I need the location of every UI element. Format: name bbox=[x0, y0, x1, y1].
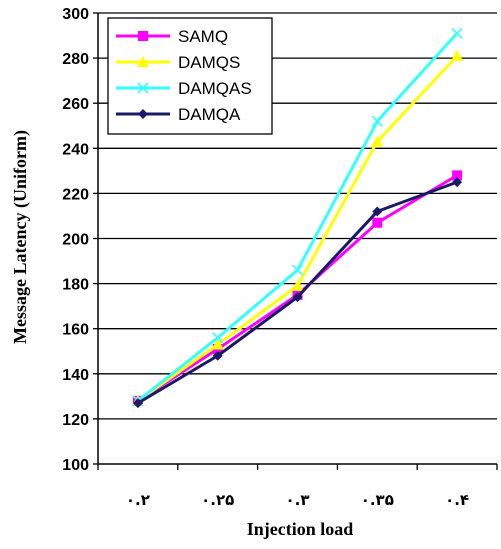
legend-item-damqa: DAMQA bbox=[116, 105, 241, 124]
point-damqs-3 bbox=[371, 135, 384, 147]
point-damqas-2-stroke-2 bbox=[291, 264, 304, 276]
legend-marker-damqa bbox=[138, 109, 148, 119]
series-damqas bbox=[132, 27, 463, 407]
y-tick-labels: 100 120 140 160 180 200 220 240 260 280 300 bbox=[62, 6, 89, 474]
point-damqa-3 bbox=[372, 206, 383, 217]
ytick-label-220: 220 bbox=[62, 186, 89, 203]
point-damqs-1 bbox=[211, 338, 224, 350]
legend-item-damqas: DAMQAS bbox=[116, 79, 252, 98]
ytick-label-180: 180 bbox=[62, 277, 89, 294]
point-samq-3 bbox=[372, 217, 383, 228]
ytick-label-160: 160 bbox=[62, 322, 89, 339]
point-samq-4 bbox=[452, 170, 463, 181]
xtick-label-2: ۰.۳ bbox=[285, 491, 309, 509]
point-damqa-4 bbox=[452, 177, 463, 188]
legend-marker-samq bbox=[138, 31, 148, 41]
ytick-label-120: 120 bbox=[62, 412, 89, 429]
legend: SAMQ DAMQS DAMQAS DAMQA bbox=[107, 17, 273, 135]
legend-marker-damqas-stroke-2 bbox=[137, 82, 149, 94]
axes bbox=[93, 12, 498, 470]
point-damqas-3-stroke-2 bbox=[371, 115, 383, 127]
point-damqa-2 bbox=[292, 292, 303, 303]
ytick-label-240: 240 bbox=[62, 141, 89, 158]
ytick-label-200: 200 bbox=[62, 232, 89, 249]
point-damqs-4 bbox=[451, 49, 464, 61]
legend-label-damqs: DAMQS bbox=[178, 53, 240, 72]
point-damqas-1-stroke-2 bbox=[212, 332, 224, 344]
x-axis-title: Injection load bbox=[247, 519, 354, 539]
legend-label-damqa: DAMQA bbox=[178, 105, 241, 124]
series-lines bbox=[131, 27, 464, 409]
point-damqa-1 bbox=[212, 350, 223, 361]
point-damqas-4-stroke-2 bbox=[451, 27, 463, 39]
xtick-label-0: ۰.۲ bbox=[126, 491, 150, 509]
legend-marker-damqas bbox=[137, 82, 149, 94]
ytick-label-140: 140 bbox=[62, 367, 89, 384]
y-axis-title: Message Latency (Uniform) bbox=[10, 130, 31, 344]
point-damqa-0 bbox=[132, 398, 143, 409]
point-damqas-2 bbox=[291, 264, 304, 276]
point-damqs-2 bbox=[291, 279, 304, 291]
point-damqas-4 bbox=[451, 27, 463, 39]
series-damqa bbox=[132, 177, 463, 409]
xtick-label-3: ۰.۳۵ bbox=[361, 491, 394, 509]
point-damqas-3 bbox=[371, 115, 383, 127]
legend-item-samq: SAMQ bbox=[116, 27, 228, 46]
ytick-label-260: 260 bbox=[62, 96, 89, 113]
legend-label-samq: SAMQ bbox=[178, 27, 228, 46]
point-damqas-1 bbox=[212, 332, 224, 344]
legend-item-damqs: DAMQS bbox=[116, 53, 240, 72]
ytick-label-280: 280 bbox=[62, 51, 89, 68]
legend-label-damqas: DAMQAS bbox=[178, 79, 252, 98]
ytick-label-300: 300 bbox=[62, 6, 89, 23]
ytick-label-100: 100 bbox=[62, 457, 89, 474]
x-tick-labels: ۰.۲ ۰.۲۵ ۰.۳ ۰.۳۵ ۰.۴ bbox=[126, 491, 469, 509]
legend-marker-damqs bbox=[137, 56, 149, 67]
xtick-label-4: ۰.۴ bbox=[445, 491, 469, 509]
xtick-label-1: ۰.۲۵ bbox=[201, 491, 234, 509]
